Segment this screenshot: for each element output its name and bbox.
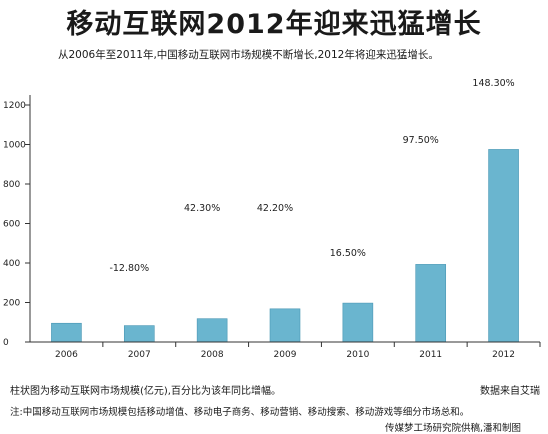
chart-subtitle: 从2006年至2011年,中国移动互联网市场规模不断增长,2012年将迎来迅猛增… [58,49,439,61]
bar [488,149,519,343]
y-tick-label: 800 [3,180,20,190]
x-tick-label: 2007 [128,350,151,360]
bar [415,264,447,343]
y-tick-label: 600 [3,220,20,230]
y-tick-label: 200 [3,299,20,309]
bar [196,318,228,343]
bar [123,325,155,343]
y-tick-label: 1000 [3,141,26,151]
x-tick-label: 2008 [201,350,224,360]
x-tick-label: 2006 [55,350,78,360]
y-tick-label: 1200 [3,101,26,111]
growth-label: 97.50% [403,135,439,146]
x-tick-label: 2011 [419,350,442,360]
growth-label: 16.50% [330,248,366,259]
y-tick-label: 400 [3,259,20,269]
growth-label: 148.30% [472,78,514,89]
x-tick-label: 2009 [274,350,297,360]
chart-title: 移动互联网2012年迎来迅猛增长 [66,9,482,40]
bar [51,322,82,343]
credit: 传媒梦工场研究院供稿,潘和制图 [385,423,522,434]
x-tick-label: 2012 [492,350,515,360]
growth-label: 42.30% [184,203,220,214]
bar [342,302,374,343]
growth-label: 42.20% [257,203,293,214]
footnote: 注:中国移动互联网市场规模包括移动增值、移动电子商务、移动营销、移动搜索、移动游… [10,407,470,418]
growth-label: -12.80% [109,263,149,274]
chart-caption: 柱状图为移动互联网市场规模(亿元),百分比为该年同比增幅。 [10,386,281,397]
data-source: 数据来自艾瑞 [480,386,540,397]
y-tick-label: 0 [3,338,9,348]
x-tick-label: 2010 [346,350,369,360]
bar [269,308,301,343]
